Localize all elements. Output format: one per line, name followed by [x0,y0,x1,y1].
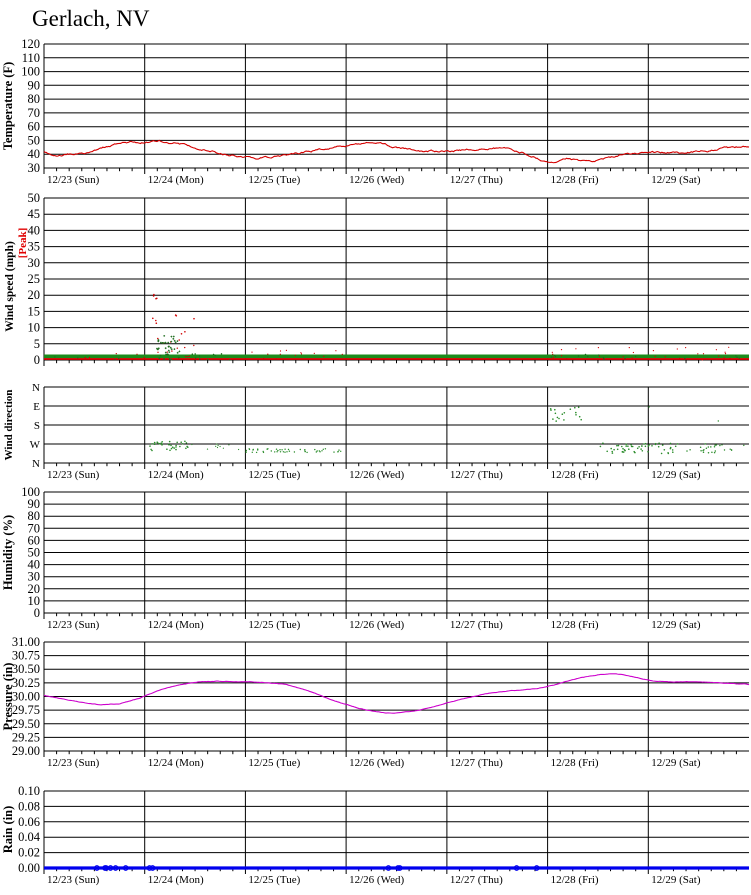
svg-text:120: 120 [21,37,40,51]
svg-text:12/23 (Sun): 12/23 (Sun) [47,874,100,886]
svg-text:N: N [32,458,40,470]
svg-text:12/26 (Wed): 12/26 (Wed) [349,619,404,631]
svg-text:12/23 (Sun): 12/23 (Sun) [47,619,100,631]
svg-text:12/28 (Fri): 12/28 (Fri) [551,619,599,631]
svg-text:12/27 (Thu): 12/27 (Thu) [450,757,503,769]
svg-text:10: 10 [28,321,41,335]
svg-text:12/25 (Tue): 12/25 (Tue) [248,619,300,631]
svg-text:Wind speed (mph): Wind speed (mph) [4,241,16,332]
svg-text:12/26 (Wed): 12/26 (Wed) [349,174,404,186]
svg-text:12/28 (Fri): 12/28 (Fri) [551,469,599,481]
svg-text:30: 30 [28,256,41,270]
svg-text:35: 35 [28,240,41,254]
svg-text:70: 70 [28,106,41,120]
svg-text:0.06: 0.06 [18,815,40,829]
svg-text:12/27 (Thu): 12/27 (Thu) [450,619,503,631]
svg-text:30: 30 [28,161,41,175]
svg-text:12/25 (Tue): 12/25 (Tue) [248,874,300,886]
svg-text:Temperature (F): Temperature (F) [1,62,15,151]
svg-text:29.50: 29.50 [12,717,40,731]
svg-text:15: 15 [28,304,41,318]
svg-text:S: S [34,420,40,432]
svg-text:0: 0 [34,353,40,367]
svg-text:12/25 (Tue): 12/25 (Tue) [248,174,300,186]
svg-text:Humidity (%): Humidity (%) [1,515,15,590]
svg-text:12/29 (Sat): 12/29 (Sat) [651,174,701,186]
svg-text:29.75: 29.75 [12,703,40,717]
svg-text:50: 50 [28,133,41,147]
svg-text:29.25: 29.25 [12,730,40,744]
svg-text:12/23 (Sun): 12/23 (Sun) [47,174,100,186]
svg-text:Rain (in): Rain (in) [1,806,15,854]
svg-text:12/23 (Sun): 12/23 (Sun) [47,757,100,769]
svg-text:[Peak]: [Peak] [17,228,29,259]
svg-text:12/24 (Mon): 12/24 (Mon) [148,619,204,631]
svg-text:12/23 (Sun): 12/23 (Sun) [47,469,100,481]
svg-text:12/24 (Mon): 12/24 (Mon) [148,757,204,769]
svg-text:12/25 (Tue): 12/25 (Tue) [248,757,300,769]
svg-text:31.00: 31.00 [12,635,40,649]
svg-text:29.00: 29.00 [12,744,40,758]
svg-text:0.10: 0.10 [18,784,40,798]
svg-text:0.08: 0.08 [18,799,40,813]
svg-text:30.00: 30.00 [12,690,40,704]
svg-text:W: W [30,439,41,451]
svg-text:30.50: 30.50 [12,662,40,676]
svg-text:0.00: 0.00 [18,861,40,875]
svg-text:12/28 (Fri): 12/28 (Fri) [551,174,599,186]
svg-text:80: 80 [28,92,41,106]
svg-text:12/29 (Sat): 12/29 (Sat) [651,874,701,886]
svg-text:40: 40 [28,147,41,161]
svg-text:12/27 (Thu): 12/27 (Thu) [450,469,503,481]
svg-text:50: 50 [28,191,41,205]
svg-text:12/29 (Sat): 12/29 (Sat) [651,469,701,481]
svg-text:Pressure (in): Pressure (in) [1,663,15,731]
svg-text:12/26 (Wed): 12/26 (Wed) [349,757,404,769]
svg-text:12/24 (Mon): 12/24 (Mon) [148,174,204,186]
svg-text:60: 60 [28,120,41,134]
svg-text:12/28 (Fri): 12/28 (Fri) [551,874,599,886]
svg-text:0.04: 0.04 [18,830,41,844]
svg-text:12/27 (Thu): 12/27 (Thu) [450,874,503,886]
svg-text:12/29 (Sat): 12/29 (Sat) [651,757,701,769]
svg-text:30.75: 30.75 [12,649,40,663]
svg-text:E: E [33,401,40,413]
svg-text:0: 0 [34,606,40,620]
svg-text:5: 5 [34,337,40,351]
svg-text:12/24 (Mon): 12/24 (Mon) [148,469,204,481]
svg-text:Wind direction: Wind direction [3,390,15,461]
svg-text:12/29 (Sat): 12/29 (Sat) [651,619,701,631]
svg-text:25: 25 [28,272,41,286]
svg-text:110: 110 [22,51,40,65]
svg-text:45: 45 [28,207,41,221]
svg-text:12/25 (Tue): 12/25 (Tue) [248,469,300,481]
svg-text:20: 20 [28,288,41,302]
svg-text:12/26 (Wed): 12/26 (Wed) [349,469,404,481]
svg-text:12/26 (Wed): 12/26 (Wed) [349,874,404,886]
svg-text:12/27 (Thu): 12/27 (Thu) [450,174,503,186]
svg-text:N: N [32,382,40,394]
svg-text:0.02: 0.02 [18,846,40,860]
svg-text:100: 100 [21,65,40,79]
svg-text:30.25: 30.25 [12,676,40,690]
svg-text:90: 90 [28,78,41,92]
svg-text:12/28 (Fri): 12/28 (Fri) [551,757,599,769]
svg-text:40: 40 [28,223,41,237]
svg-text:12/24 (Mon): 12/24 (Mon) [148,874,204,886]
